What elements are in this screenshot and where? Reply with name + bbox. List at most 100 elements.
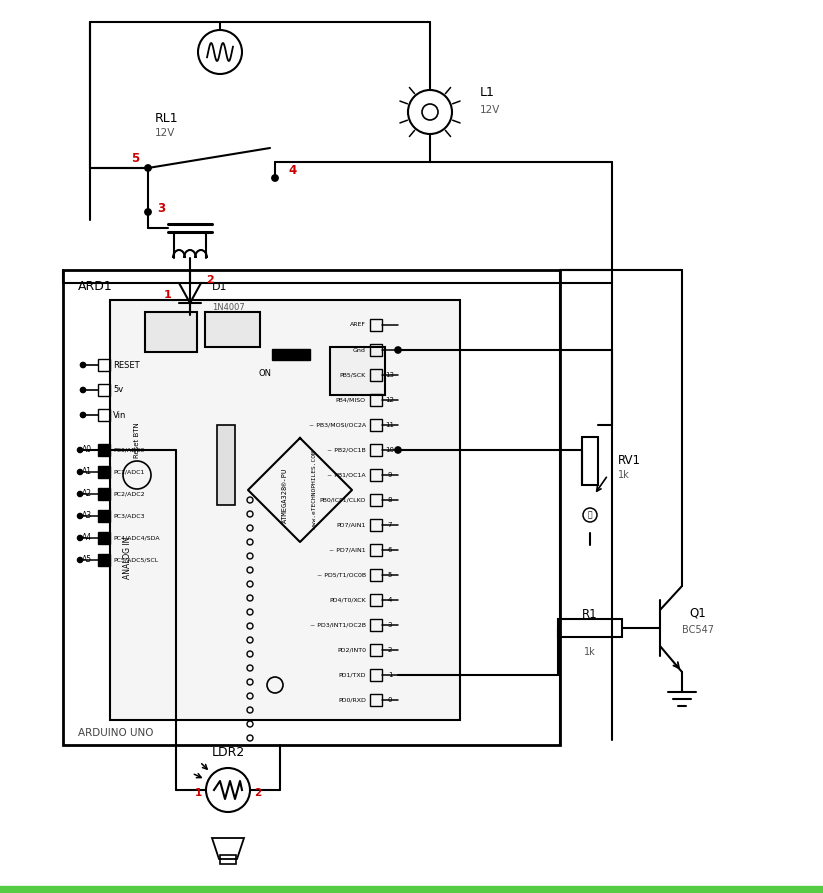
Text: 1: 1 [388, 672, 393, 678]
Text: ATMEGA328®-PU: ATMEGA328®-PU [282, 467, 288, 522]
Bar [98, 466, 110, 478]
Bar [370, 519, 382, 531]
Bar [370, 494, 382, 506]
Bar [0, 886, 823, 893]
Text: A5: A5 [81, 555, 92, 564]
Bar [558, 619, 622, 637]
Bar [370, 544, 382, 556]
Circle shape [145, 165, 151, 171]
Text: RL1: RL1 [155, 112, 179, 124]
Bar [370, 469, 382, 481]
Text: 6: 6 [388, 547, 393, 553]
Bar [220, 855, 236, 864]
Polygon shape [212, 838, 244, 859]
Text: ~ PD5/T1/OC0B: ~ PD5/T1/OC0B [317, 572, 366, 578]
Text: 11: 11 [385, 422, 394, 428]
Circle shape [77, 557, 82, 563]
Text: Gnd: Gnd [353, 347, 366, 353]
Bar [98, 409, 110, 421]
Text: PC3/ADC3: PC3/ADC3 [113, 513, 145, 519]
Bar [98, 532, 110, 544]
Polygon shape [179, 283, 201, 303]
Bar [370, 694, 382, 706]
Text: ~ PB2/OC1B: ~ PB2/OC1B [328, 447, 366, 453]
Text: AREF: AREF [350, 322, 366, 328]
Text: PD2/INT0: PD2/INT0 [337, 647, 366, 653]
Bar [370, 419, 382, 431]
Circle shape [77, 536, 82, 540]
Bar [98, 510, 110, 522]
Circle shape [395, 347, 401, 353]
Circle shape [77, 447, 82, 453]
Circle shape [81, 363, 86, 368]
Bar [370, 344, 382, 356]
Text: Vin: Vin [113, 411, 127, 420]
Text: L1: L1 [480, 86, 495, 98]
Bar [370, 394, 382, 406]
Bar [98, 359, 110, 371]
Bar [370, 319, 382, 331]
Text: ON: ON [258, 369, 272, 378]
Text: 3: 3 [157, 203, 165, 215]
Text: 13: 13 [385, 372, 394, 378]
Circle shape [272, 175, 278, 181]
Text: 12: 12 [385, 397, 394, 403]
Bar [98, 554, 110, 566]
Bar [272, 349, 310, 360]
Text: A4: A4 [81, 533, 92, 543]
Text: RESET: RESET [113, 361, 140, 370]
Bar [217, 425, 235, 505]
Text: PD4/T0/XCK: PD4/T0/XCK [329, 597, 366, 603]
Bar [63, 270, 560, 745]
Text: RV1: RV1 [618, 454, 641, 466]
Text: 1: 1 [194, 788, 202, 798]
Text: PC1/ADC1: PC1/ADC1 [113, 470, 144, 474]
Text: 0: 0 [388, 697, 393, 703]
Text: ARDUINO UNO: ARDUINO UNO [78, 728, 154, 738]
Text: R1: R1 [582, 607, 597, 621]
Text: 2: 2 [254, 788, 262, 798]
Bar [370, 444, 382, 456]
Bar [370, 669, 382, 681]
Circle shape [395, 447, 401, 453]
Text: ~ PD7/AIN1: ~ PD7/AIN1 [329, 547, 366, 553]
Text: ANALOG IN: ANALOG IN [123, 537, 133, 580]
Circle shape [77, 513, 82, 519]
Circle shape [77, 470, 82, 474]
Text: www.eTECHNOPHILES.COM: www.eTECHNOPHILES.COM [313, 451, 318, 530]
Bar [370, 369, 382, 381]
Circle shape [145, 209, 151, 215]
Text: ⓘ: ⓘ [588, 511, 593, 520]
Text: 7: 7 [388, 522, 393, 528]
Bar [98, 488, 110, 500]
Text: Reset BTN: Reset BTN [134, 422, 140, 458]
Text: 12V: 12V [480, 105, 500, 115]
Text: PD1/TXD: PD1/TXD [338, 672, 366, 678]
Text: ARD1: ARD1 [78, 280, 113, 293]
Text: 2: 2 [206, 275, 214, 285]
Bar [370, 619, 382, 631]
Bar [110, 300, 460, 720]
Text: 1: 1 [164, 290, 172, 300]
Text: 1N4007: 1N4007 [212, 303, 244, 312]
Text: A3: A3 [81, 512, 92, 521]
Bar [370, 594, 382, 606]
Bar [145, 312, 197, 352]
Circle shape [81, 388, 86, 393]
Text: 4: 4 [388, 597, 393, 603]
Bar [330, 347, 385, 395]
Bar [582, 437, 598, 485]
Text: 10: 10 [385, 447, 394, 453]
Text: 12V: 12V [155, 128, 175, 138]
Text: ~ PD3/INT1/OC2B: ~ PD3/INT1/OC2B [310, 622, 366, 628]
Text: D1: D1 [212, 282, 227, 292]
Text: 9: 9 [388, 472, 393, 478]
Text: PD7/AIN1: PD7/AIN1 [337, 522, 366, 528]
Circle shape [81, 413, 86, 418]
Text: PB0/ICP1/CLKO: PB0/ICP1/CLKO [319, 497, 366, 503]
Text: 5: 5 [388, 572, 393, 578]
Bar [370, 644, 382, 656]
Text: Q1: Q1 [690, 606, 706, 620]
Text: PB5/SCK: PB5/SCK [340, 372, 366, 378]
Text: 5v: 5v [113, 386, 123, 395]
